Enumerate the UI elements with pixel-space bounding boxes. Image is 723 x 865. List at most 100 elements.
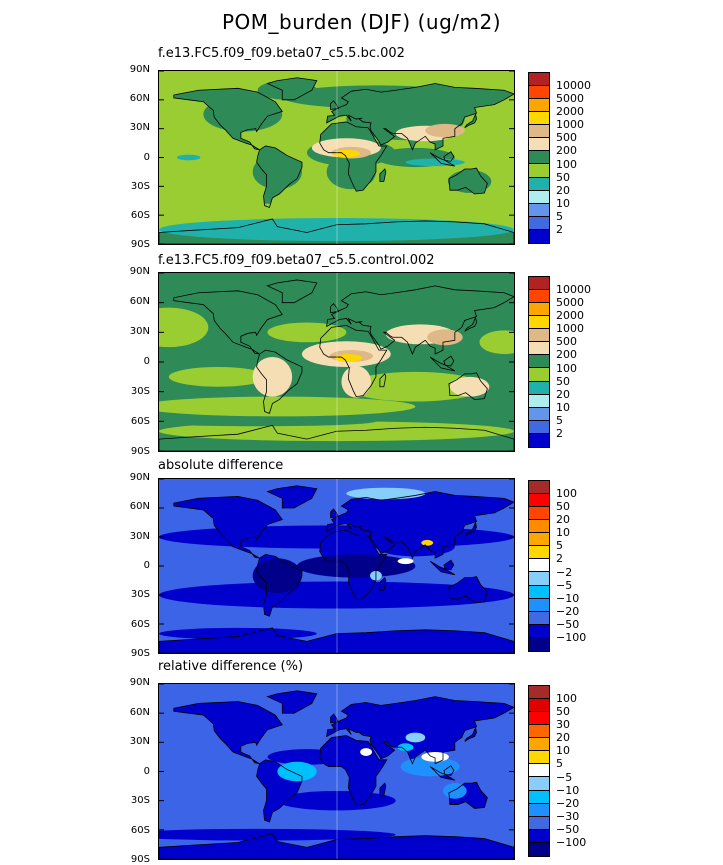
panel-3-colorbar: [528, 480, 550, 652]
contour-region: [332, 149, 361, 158]
coastline-uk: [330, 508, 340, 519]
land-fill-namerica: [173, 496, 283, 559]
colorbar-swatch: [529, 86, 549, 100]
colorbar-swatch: [529, 751, 549, 765]
colorbar-swatch: [529, 725, 549, 739]
colorbar-swatch: [529, 624, 549, 638]
coastline-africa: [319, 121, 388, 192]
colorbar-swatch: [529, 816, 549, 830]
colorbar-label: 20: [556, 513, 570, 527]
panel-2-map: [158, 272, 515, 452]
colorbar-swatch: [529, 303, 549, 317]
coastline-indonesia: [429, 356, 456, 372]
contour-region: [405, 732, 426, 743]
lat-label: 90S: [130, 446, 150, 457]
coastline-greenland: [266, 77, 318, 101]
coastline-africa: [319, 735, 388, 806]
coastline-borneo: [443, 151, 455, 162]
map-svg: [159, 684, 514, 859]
lat-label: 30S: [130, 795, 150, 806]
colorbar-swatch: [529, 229, 549, 243]
coastline-australia: [448, 781, 488, 809]
coastline-indonesia: [429, 766, 456, 781]
colorbar-swatch: [529, 73, 549, 87]
coastline-indonesia: [429, 152, 456, 167]
colorbar-swatch: [529, 572, 549, 586]
colorbar-label: 100: [556, 361, 577, 375]
contour-region: [203, 96, 283, 132]
lat-label: 90S: [130, 239, 150, 250]
panel-1-colorbar: [528, 72, 550, 244]
colorbar-label: 50: [556, 170, 570, 184]
panel-2-colorbar: [528, 276, 550, 448]
contour-region: [360, 748, 372, 756]
contour-region: [159, 218, 514, 242]
colorbar-label: 20: [556, 183, 570, 197]
colorbar-label: 100: [556, 487, 577, 501]
coastline-antarctica: [159, 424, 514, 451]
contour-region: [326, 154, 376, 190]
colorbar-swatch: [529, 99, 549, 113]
colorbar-swatch: [529, 164, 549, 178]
contour-region: [252, 357, 293, 397]
contour-region: [168, 366, 268, 387]
coastline-japan: [464, 112, 477, 129]
colorbar-label: 10: [556, 400, 570, 414]
lat-label: 90S: [130, 648, 150, 659]
colorbar-label: 10: [556, 744, 570, 758]
colorbar-label: 5: [556, 539, 563, 553]
land-fill-uk: [330, 508, 339, 518]
coastline-antarctica: [159, 218, 514, 244]
lat-label: 60N: [129, 296, 150, 307]
colorbar-swatch: [529, 151, 549, 165]
colorbar-swatch: [529, 355, 549, 369]
contour-region: [267, 322, 347, 343]
colorbar-label: 1000: [556, 322, 584, 336]
colorbar-label: 5: [556, 209, 563, 223]
panel-3-subtitle: absolute difference: [158, 458, 284, 473]
colorbar-swatch: [529, 585, 549, 599]
lat-label: 90N: [129, 677, 150, 688]
contour-region: [176, 154, 201, 161]
coastline-eurasia: [326, 696, 514, 765]
coastline-uk: [330, 100, 340, 110]
land-fill-uk: [330, 714, 339, 723]
colorbar-label: 200: [556, 144, 577, 158]
colorbar-swatch: [529, 546, 549, 560]
colorbar-swatch: [529, 112, 549, 126]
lat-label: 60N: [129, 501, 150, 513]
lat-label: 60N: [129, 706, 150, 718]
coastline-greenland: [266, 690, 318, 714]
colorbar-label: 20: [556, 731, 570, 745]
colorbar-label: −50: [556, 617, 580, 631]
colorbar-swatch: [529, 637, 549, 651]
colorbar-label: 20: [556, 387, 570, 401]
coastline-greenland: [266, 279, 318, 304]
coastline-antarctica: [159, 833, 514, 859]
colorbar-label: 500: [556, 335, 577, 349]
lat-label: 60S: [130, 824, 150, 836]
colorbar-label: −2: [556, 565, 573, 579]
colorbar-swatch: [529, 203, 549, 217]
contour-region: [427, 329, 463, 346]
lat-label: 0: [143, 560, 150, 571]
colorbar-swatch: [529, 433, 549, 447]
contour-region: [449, 376, 490, 397]
colorbar-swatch: [529, 316, 549, 330]
colorbar-label: −100: [556, 630, 587, 644]
panel-4-subtitle: relative difference (%): [158, 659, 304, 674]
colorbar-label: −10: [556, 591, 580, 605]
contour-region: [397, 743, 414, 752]
colorbar-label: 100: [556, 692, 577, 706]
coastline-uk: [330, 303, 340, 314]
land-fill-namerica: [173, 701, 283, 764]
coastline-antarctica: [159, 627, 514, 653]
coastline-australia: [448, 576, 488, 604]
map-svg: [159, 273, 514, 451]
contour-region: [267, 749, 347, 765]
colorbar-swatch: [529, 611, 549, 625]
coastline-namerica: [173, 87, 283, 151]
colorbar-label: 10000: [556, 79, 591, 93]
contour-region: [159, 416, 376, 427]
lat-label: 30N: [129, 326, 150, 337]
